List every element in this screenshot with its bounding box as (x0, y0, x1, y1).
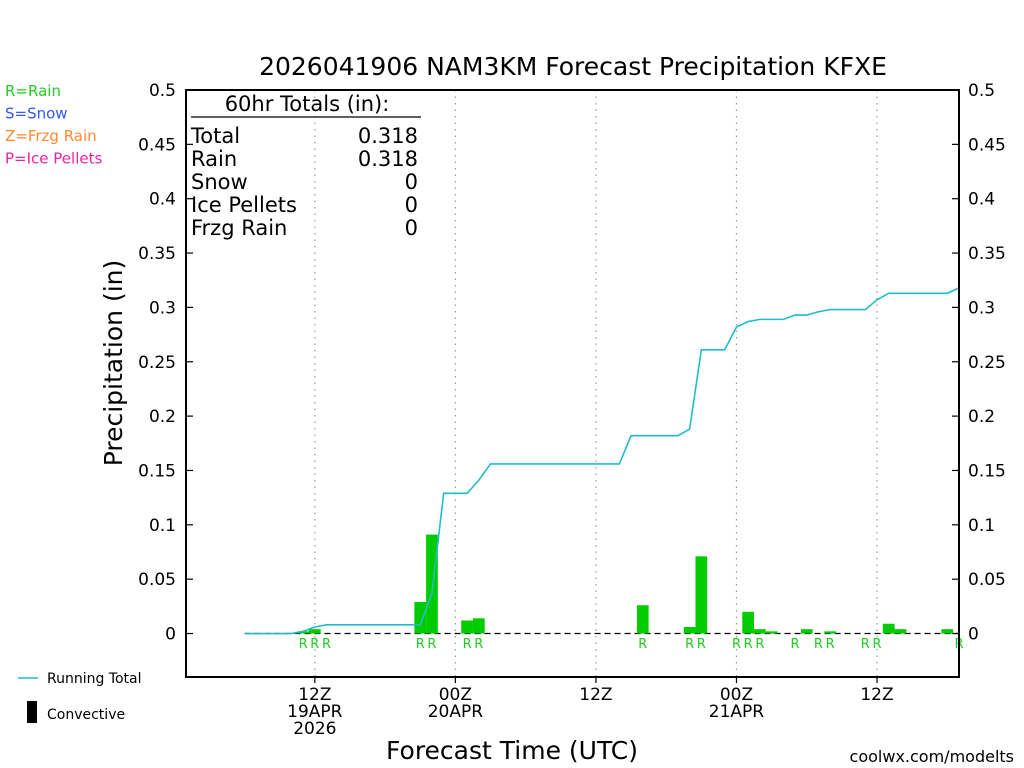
x-tick-label: 2026 (293, 719, 336, 739)
x-tick-label: 00Z (720, 685, 753, 705)
y-tick-label-right: 0.45 (968, 135, 1006, 155)
legend-convective-swatch (27, 701, 37, 723)
x-tick-label: 00Z (439, 685, 472, 705)
totals-box: 60hr Totals (in): Total 0.318 Rain 0.318 Sno… (190, 92, 421, 240)
y-tick-label-right: 0 (968, 625, 979, 645)
y-tick-label-right: 0.05 (968, 570, 1006, 590)
precip-type-letter: R (861, 637, 870, 652)
y-tick-label-right: 0.15 (968, 461, 1006, 481)
precip-bar (414, 601, 427, 634)
precip-bar (882, 623, 895, 634)
precip-type-letter: R (474, 637, 483, 652)
y-axis-ticks: 0 00.05 0.050.1 0.10.15 0.150.2 0.20.25 0.250.… (138, 81, 1006, 645)
precip-type-letter: R (744, 637, 753, 652)
vertical-gridlines (314, 90, 878, 677)
y-tick-label-left: 0.45 (138, 135, 176, 155)
credit-text: coolwx.com/modelts (850, 747, 1014, 766)
precip-bar (636, 605, 649, 634)
precip-key-item: R=Rain (5, 82, 61, 100)
totals-row-label: Snow (191, 170, 248, 194)
totals-row-value: 0 (405, 193, 418, 217)
precip-bar (683, 626, 696, 634)
precip-type-letter: R (416, 637, 425, 652)
x-tick-label: 12Z (298, 685, 331, 705)
legend-convective-label: Convective (47, 707, 125, 723)
y-tick-label-right: 0.2 (968, 407, 995, 427)
precip-bar (894, 629, 907, 634)
precip-type-letter: R (826, 637, 835, 652)
y-tick-label-left: 0.15 (138, 461, 176, 481)
precip-bar (426, 534, 438, 634)
totals-row-label: Frzg Rain (191, 216, 287, 240)
totals-row-label: Rain (191, 147, 237, 171)
precip-bar (695, 556, 708, 634)
y-tick-label-left: 0.35 (138, 244, 176, 264)
precip-type-letter: R (685, 637, 694, 652)
plot-frame (185, 89, 960, 678)
y-tick-label-right: 0.4 (968, 190, 995, 210)
y-tick-label-left: 0.3 (149, 298, 176, 318)
running-total-line (244, 287, 960, 635)
y-tick-label-left: 0.1 (149, 516, 176, 536)
precip-type-letter: R (872, 637, 881, 652)
x-tick-label: 12Z (579, 685, 612, 705)
legend: Running Total Convective (18, 671, 142, 723)
precip-key-item: Z=Frzg Rain (5, 127, 97, 145)
precip-bar (800, 629, 813, 634)
totals-row-label: Total (190, 124, 240, 148)
y-tick-label-left: 0.5 (149, 81, 176, 101)
totals-row-value: 0 (405, 170, 418, 194)
x-axis-label: Forecast Time (UTC) (386, 736, 638, 765)
totals-row-value: 0 (405, 216, 418, 240)
precip-bar (742, 611, 755, 634)
y-tick-label-right: 0.25 (968, 353, 1006, 373)
precip-type-letter: R (755, 637, 764, 652)
precip-bar (765, 631, 778, 634)
y-tick-label-right: 0.35 (968, 244, 1006, 264)
totals-row-value: 0.318 (358, 147, 418, 171)
y-axis-label: Precipitation (in) (99, 260, 128, 467)
precip-type-letter: R (427, 637, 436, 652)
precip-type-letter: R (732, 637, 741, 652)
x-tick-label: 21APR (709, 702, 765, 722)
totals-row-label: Ice Pellets (191, 193, 297, 217)
precip-bar (754, 629, 766, 634)
totals-row-value: 0.318 (358, 124, 418, 148)
precip-bar (472, 618, 485, 634)
x-tick-label: 12Z (860, 685, 893, 705)
legend-running-total-label: Running Total (47, 671, 142, 687)
y-tick-label-left: 0.25 (138, 353, 176, 373)
precip-bar (461, 620, 473, 634)
precip-type-letter: R (791, 637, 800, 652)
precip-type-letter: R (310, 637, 319, 652)
x-tick-label: 20APR (428, 702, 484, 722)
y-tick-label-left: 0 (165, 625, 176, 645)
precip-bar (308, 629, 321, 634)
precip-type-letter: R (638, 637, 647, 652)
precip-type-letter: R (299, 637, 308, 652)
y-tick-label-right: 0.1 (968, 516, 995, 536)
precip-bar (824, 631, 837, 634)
precip-bar (941, 629, 954, 634)
y-tick-label-right: 0.3 (968, 298, 995, 318)
precip-type-letter: R (463, 637, 472, 652)
precip-type-letter: R (814, 637, 823, 652)
precip-key-item: S=Snow (5, 105, 68, 123)
precip-type-letter: R (697, 637, 706, 652)
y-tick-label-left: 0.2 (149, 407, 176, 427)
y-tick-label-right: 0.5 (968, 81, 995, 101)
totals-title: 60hr Totals (in): (225, 92, 390, 116)
hourly-precip-bars (297, 534, 954, 634)
precip-type-letter: R (322, 637, 331, 652)
precip-type-key: R=Rain S=Snow Z=Frzg Rain P=Ice Pellets (5, 82, 102, 168)
y-tick-label-left: 0.05 (138, 570, 176, 590)
chart-title: 2026041906 NAM3KM Forecast Precipitation… (259, 52, 887, 81)
precip-key-item: P=Ice Pellets (5, 150, 102, 168)
precip-bar (297, 631, 309, 634)
y-tick-label-left: 0.4 (149, 190, 176, 210)
x-tick-label: 19APR (287, 702, 343, 722)
